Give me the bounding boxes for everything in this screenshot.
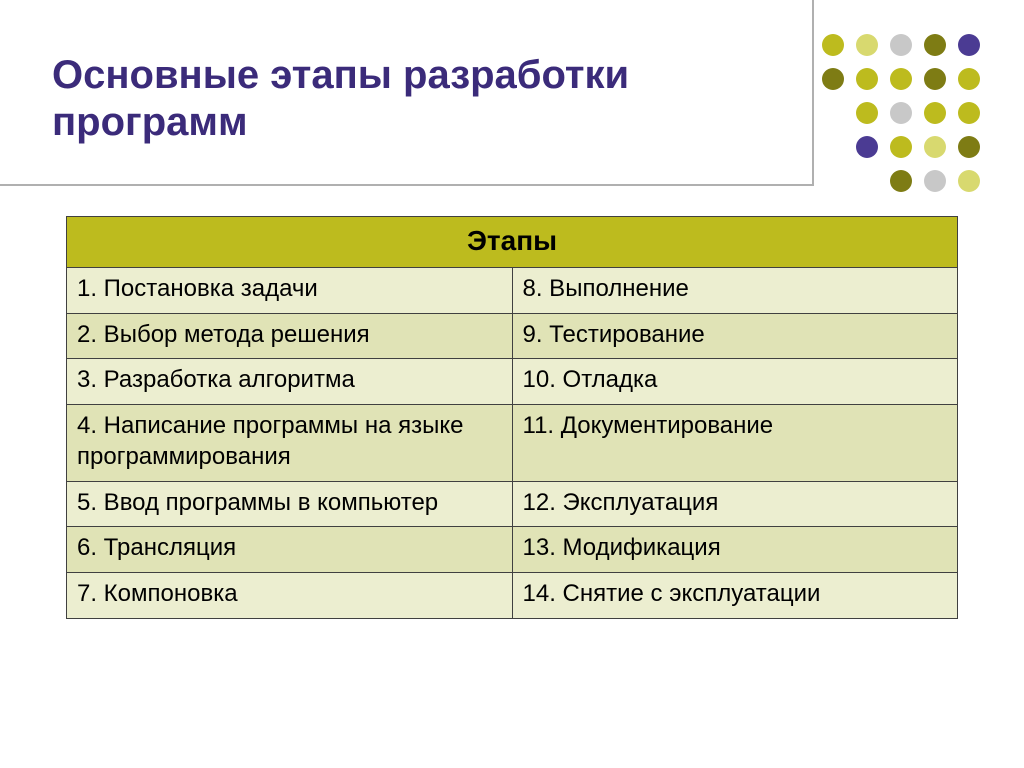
table-cell: 12. Эксплуатация: [512, 481, 958, 527]
decor-dot: [958, 34, 980, 56]
stages-table-body: 1. Постановка задачи8. Выполнение2. Выбо…: [67, 268, 958, 619]
table-cell: 2. Выбор метода решения: [67, 313, 513, 359]
table-row: 2. Выбор метода решения9. Тестирование: [67, 313, 958, 359]
table-cell: 9. Тестирование: [512, 313, 958, 359]
decor-dot: [924, 34, 946, 56]
decor-dot: [890, 68, 912, 90]
decor-dot: [856, 34, 878, 56]
decor-dot: [958, 136, 980, 158]
table-cell: 7. Компоновка: [67, 573, 513, 619]
table-row: 5. Ввод программы в компьютер12. Эксплуа…: [67, 481, 958, 527]
decor-dot: [856, 136, 878, 158]
decor-dot: [924, 136, 946, 158]
table-cell: 13. Модификация: [512, 527, 958, 573]
table-cell: 3. Разработка алгоритма: [67, 359, 513, 405]
decor-dot: [924, 68, 946, 90]
table-row: 6. Трансляция13. Модификация: [67, 527, 958, 573]
table-row: 4. Написание программы на языке программ…: [67, 405, 958, 481]
slide: Основные этапы разработки программ Этапы…: [0, 0, 1024, 768]
divider-horizontal: [0, 184, 814, 186]
table-cell: 14. Снятие с эксплуатации: [512, 573, 958, 619]
page-title: Основные этапы разработки программ: [52, 52, 772, 146]
table-cell: 6. Трансляция: [67, 527, 513, 573]
decor-dot: [822, 68, 844, 90]
table-row: 1. Постановка задачи8. Выполнение: [67, 268, 958, 314]
decor-dot: [856, 102, 878, 124]
decor-dot: [924, 102, 946, 124]
stages-table: Этапы 1. Постановка задачи8. Выполнение2…: [66, 216, 958, 619]
decor-dot: [924, 170, 946, 192]
table-cell: 5. Ввод программы в компьютер: [67, 481, 513, 527]
table-cell: 11. Документирование: [512, 405, 958, 481]
decor-dot: [958, 68, 980, 90]
table-row: 7. Компоновка14. Снятие с эксплуатации: [67, 573, 958, 619]
table-cell: 10. Отладка: [512, 359, 958, 405]
decor-dot-grid: [822, 34, 1002, 214]
table-cell: 4. Написание программы на языке программ…: [67, 405, 513, 481]
table-row: 3. Разработка алгоритма10. Отладка: [67, 359, 958, 405]
table-cell: 1. Постановка задачи: [67, 268, 513, 314]
decor-dot: [890, 136, 912, 158]
decor-dot: [890, 102, 912, 124]
table-cell: 8. Выполнение: [512, 268, 958, 314]
decor-dot: [890, 34, 912, 56]
decor-dot: [958, 170, 980, 192]
divider-vertical: [812, 0, 814, 184]
stages-table-container: Этапы 1. Постановка задачи8. Выполнение2…: [66, 216, 958, 619]
decor-dot: [890, 170, 912, 192]
decor-dot: [856, 68, 878, 90]
stages-table-header: Этапы: [67, 217, 958, 268]
decor-dot: [958, 102, 980, 124]
decor-dot: [822, 34, 844, 56]
